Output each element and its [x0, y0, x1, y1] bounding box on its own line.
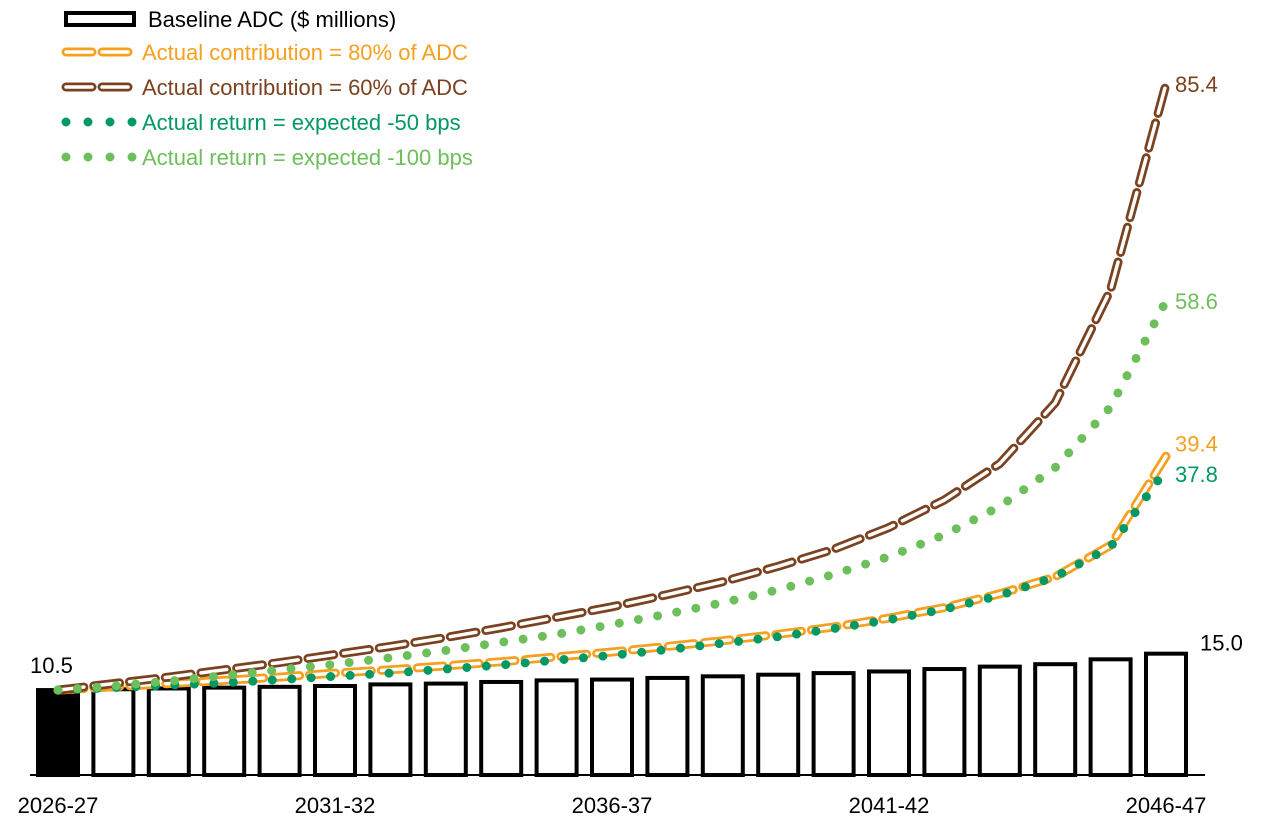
legend-item-3: Actual contribution = 60% of ADC	[61, 75, 468, 100]
bar-2033-34	[423, 681, 468, 778]
legend-label: Actual contribution = 60% of ADC	[142, 75, 468, 100]
series-end-label-1: 39.4	[1175, 431, 1218, 456]
legend-label: Baseline ADC ($ millions)	[148, 7, 396, 32]
bar-2036-37	[590, 677, 634, 777]
bar-2032-33	[368, 682, 413, 777]
bar-first-value-label: 10.5	[30, 653, 73, 678]
bar-2030-31	[257, 684, 302, 778]
legend-item-4: Actual return = expected -50 bps	[61, 110, 461, 135]
bar-2027-28	[91, 687, 136, 777]
legend: Baseline ADC ($ millions) Actual contribu…	[61, 7, 473, 170]
bar-2041-42	[867, 669, 911, 777]
legend-label: Actual contribution = 80% of ADC	[142, 40, 468, 65]
legend-item-1: Baseline ADC ($ millions)	[64, 7, 396, 32]
series-line-4	[53, 296, 1171, 695]
bar-2035-36	[534, 678, 579, 777]
series-end-label-2: 85.4	[1175, 72, 1218, 97]
series-lines	[53, 79, 1171, 695]
x-tick-label: 2031-32	[295, 793, 376, 818]
bar-2031-32	[313, 684, 357, 777]
bar-2026-27	[36, 688, 80, 777]
series-line-1	[53, 451, 1171, 695]
bar-2038-39	[700, 674, 745, 777]
bar-last-value-label: 15.0	[1200, 631, 1243, 656]
bar-2044-45	[1033, 662, 1078, 778]
bar-2039-40	[756, 672, 801, 777]
x-tick-label: 2046-47	[1126, 793, 1207, 818]
series-end-label-4: 58.6	[1175, 289, 1218, 314]
legend-label: Actual return = expected -50 bps	[142, 110, 461, 135]
series-line-3	[53, 464, 1171, 695]
x-tick-label: 2036-37	[572, 793, 653, 818]
x-tick-label: 2041-42	[849, 793, 930, 818]
x-tick-labels: 2026-27 2031-32 2036-37 2041-42 2046-47	[18, 793, 1207, 818]
legend-swatch	[64, 11, 136, 27]
bar-2040-41	[811, 671, 856, 778]
bar-2029-30	[202, 685, 247, 778]
series-end-label-3: 37.8	[1175, 462, 1218, 487]
bar-2043-44	[977, 664, 1022, 777]
data-labels: 10.5 15.0 39.4 85.4 37.8 58.6	[30, 72, 1243, 678]
series-line-2	[53, 79, 1171, 695]
legend-item-2: Actual contribution = 80% of ADC	[61, 40, 468, 65]
x-tick-label: 2026-27	[18, 793, 99, 818]
bar-2028-29	[146, 686, 191, 778]
legend-label: Actual return = expected -100 bps	[142, 145, 473, 170]
bar-2045-46	[1088, 657, 1133, 778]
legend-item-5: Actual return = expected -100 bps	[61, 145, 473, 170]
bar-2037-38	[645, 675, 690, 778]
bar-2046-47	[1144, 651, 1188, 778]
bar-2042-43	[922, 667, 967, 778]
bar-2034-35	[479, 679, 524, 778]
